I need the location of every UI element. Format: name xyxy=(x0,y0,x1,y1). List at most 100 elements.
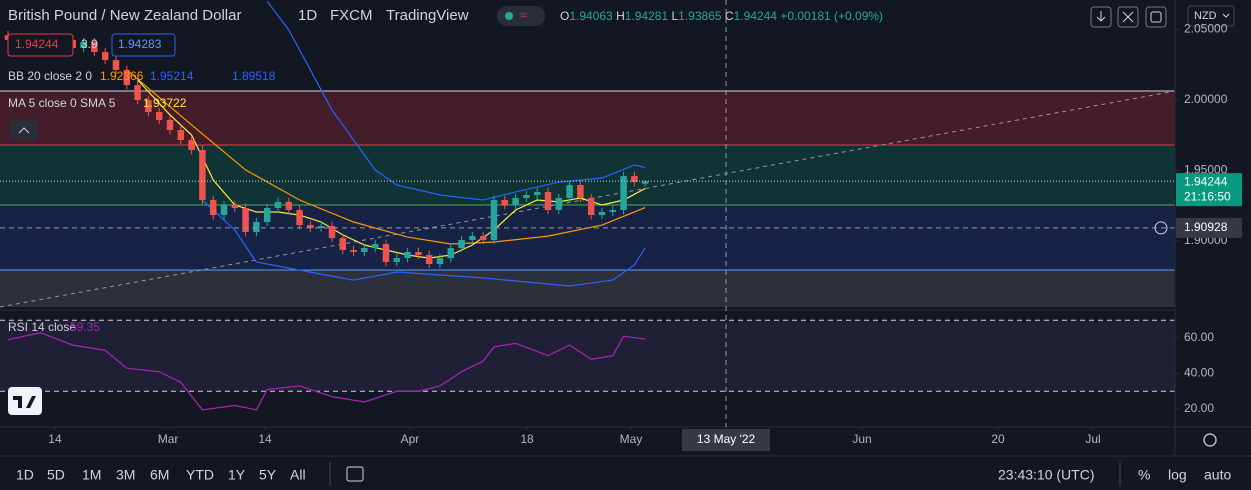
candle-body xyxy=(274,201,282,209)
candle-body xyxy=(101,52,109,60)
candle-body xyxy=(577,185,584,198)
candle-body xyxy=(339,238,347,251)
candle-body xyxy=(598,211,606,216)
ohlc-value: 1.94281 xyxy=(625,9,669,23)
x-tick-label: May xyxy=(620,432,643,446)
legend-value: 1.93722 xyxy=(143,96,187,110)
button[interactable] xyxy=(1145,6,1167,28)
candle-body xyxy=(631,175,638,183)
clock: 23:43:10 (UTC) xyxy=(998,467,1094,483)
candle-body xyxy=(447,248,455,259)
candle-body xyxy=(415,252,422,255)
range-button[interactable]: 1Y xyxy=(228,467,246,483)
range-button[interactable]: 1M xyxy=(82,467,101,483)
ohlc-value: 1.94244 xyxy=(734,9,778,23)
range-button[interactable]: 5D xyxy=(47,467,65,483)
settings-button[interactable] xyxy=(1203,433,1217,447)
candle-body xyxy=(620,175,627,210)
range-button[interactable]: All xyxy=(290,467,306,483)
candle-body xyxy=(134,85,141,100)
crosshair-time: 13 May '22 xyxy=(697,432,756,446)
range-button[interactable]: 6M xyxy=(150,467,169,483)
rsi-tick-label: 20.00 xyxy=(1184,401,1214,415)
x-tick-label: Mar xyxy=(158,432,179,446)
indicator-line xyxy=(126,69,646,245)
candle-body xyxy=(641,181,649,184)
candle-body xyxy=(253,221,260,232)
logo[interactable] xyxy=(8,387,42,415)
indicator-line xyxy=(266,0,646,201)
chart-buttons: NZD xyxy=(1090,5,1235,28)
candle-body xyxy=(177,130,185,141)
buy-button[interactable] xyxy=(111,33,176,57)
candle-body xyxy=(371,243,379,249)
candle-body xyxy=(533,191,541,196)
add-alert-button[interactable] xyxy=(1154,221,1168,235)
price-zone xyxy=(0,144,1175,206)
crosshair-price: 1.90928 xyxy=(1184,220,1228,234)
sell-price: 1.94244 xyxy=(15,37,59,51)
scale-option[interactable]: auto xyxy=(1204,467,1231,483)
price-label: 1.94244 xyxy=(1184,174,1228,188)
ohlc-value: 1.94063 xyxy=(569,9,613,23)
candle-body xyxy=(382,243,390,263)
candle-body xyxy=(263,208,271,222)
currency-button[interactable] xyxy=(1187,5,1235,27)
candle-body xyxy=(501,199,509,206)
x-tick-label: Apr xyxy=(401,432,420,446)
candle-body xyxy=(425,254,433,264)
button[interactable] xyxy=(1090,6,1112,28)
crosshair-price-box xyxy=(1176,217,1242,238)
candle-body xyxy=(328,226,336,239)
rsi-tick-label: 40.00 xyxy=(1184,366,1214,380)
x-tick-label: 14 xyxy=(48,432,62,446)
candle-body xyxy=(609,209,617,212)
sell-button[interactable] xyxy=(7,33,74,57)
legend-label: MA 5 close 0 SMA 5 xyxy=(8,96,116,110)
candle-body xyxy=(166,120,174,131)
legend-label: RSI 14 close xyxy=(8,320,76,334)
rsi-band xyxy=(0,320,1175,392)
ohlc-key: H xyxy=(616,9,625,23)
legend-label: BB 20 close 2 0 xyxy=(8,69,92,83)
candle-body xyxy=(80,42,87,48)
candle-body xyxy=(209,199,217,216)
candle-body xyxy=(479,236,487,241)
scale-option[interactable]: % xyxy=(1138,467,1150,483)
y-tick-label: 2.05000 xyxy=(1184,22,1228,36)
candle-body xyxy=(296,209,303,226)
collapse-button[interactable] xyxy=(10,120,38,140)
logo-mark xyxy=(13,396,36,408)
compare-button[interactable] xyxy=(346,466,364,482)
candle-body xyxy=(188,140,195,151)
legend-value: 1.89518 xyxy=(232,69,276,83)
range-button[interactable]: 5Y xyxy=(259,467,277,483)
candle-body xyxy=(361,248,368,253)
range-button[interactable]: 1D xyxy=(16,467,34,483)
indicator-line xyxy=(137,79,646,259)
price-zone xyxy=(0,270,1175,307)
range-button[interactable]: YTD xyxy=(186,467,214,483)
change: +0.00181 (+0.09%) xyxy=(780,9,883,23)
legend-value: 1.92366 xyxy=(100,69,144,83)
scale-option[interactable]: log xyxy=(1168,467,1187,483)
range-button[interactable]: 3M xyxy=(116,467,135,483)
legend-value: 1.95214 xyxy=(150,69,194,83)
icon xyxy=(1150,11,1162,23)
interval[interactable]: 1D xyxy=(298,7,317,24)
currency: NZD xyxy=(1194,10,1217,22)
rsi-line xyxy=(7,332,646,411)
x-tick-label: 14 xyxy=(258,432,272,446)
button[interactable] xyxy=(1117,6,1139,28)
price-zone xyxy=(0,205,1175,271)
ohlc-key: C xyxy=(725,9,734,23)
ohlc: O1.94063 H1.94281 L1.93865 C1.94244 +0.0… xyxy=(560,9,883,23)
price-label-box xyxy=(1176,173,1242,207)
candle-body xyxy=(469,236,476,241)
indicator-line xyxy=(201,199,646,287)
status-pill[interactable] xyxy=(497,6,545,26)
candle-body xyxy=(112,59,120,70)
candle-body xyxy=(544,191,552,210)
candle-body xyxy=(566,185,573,198)
x-tick-label: 18 xyxy=(520,432,534,446)
